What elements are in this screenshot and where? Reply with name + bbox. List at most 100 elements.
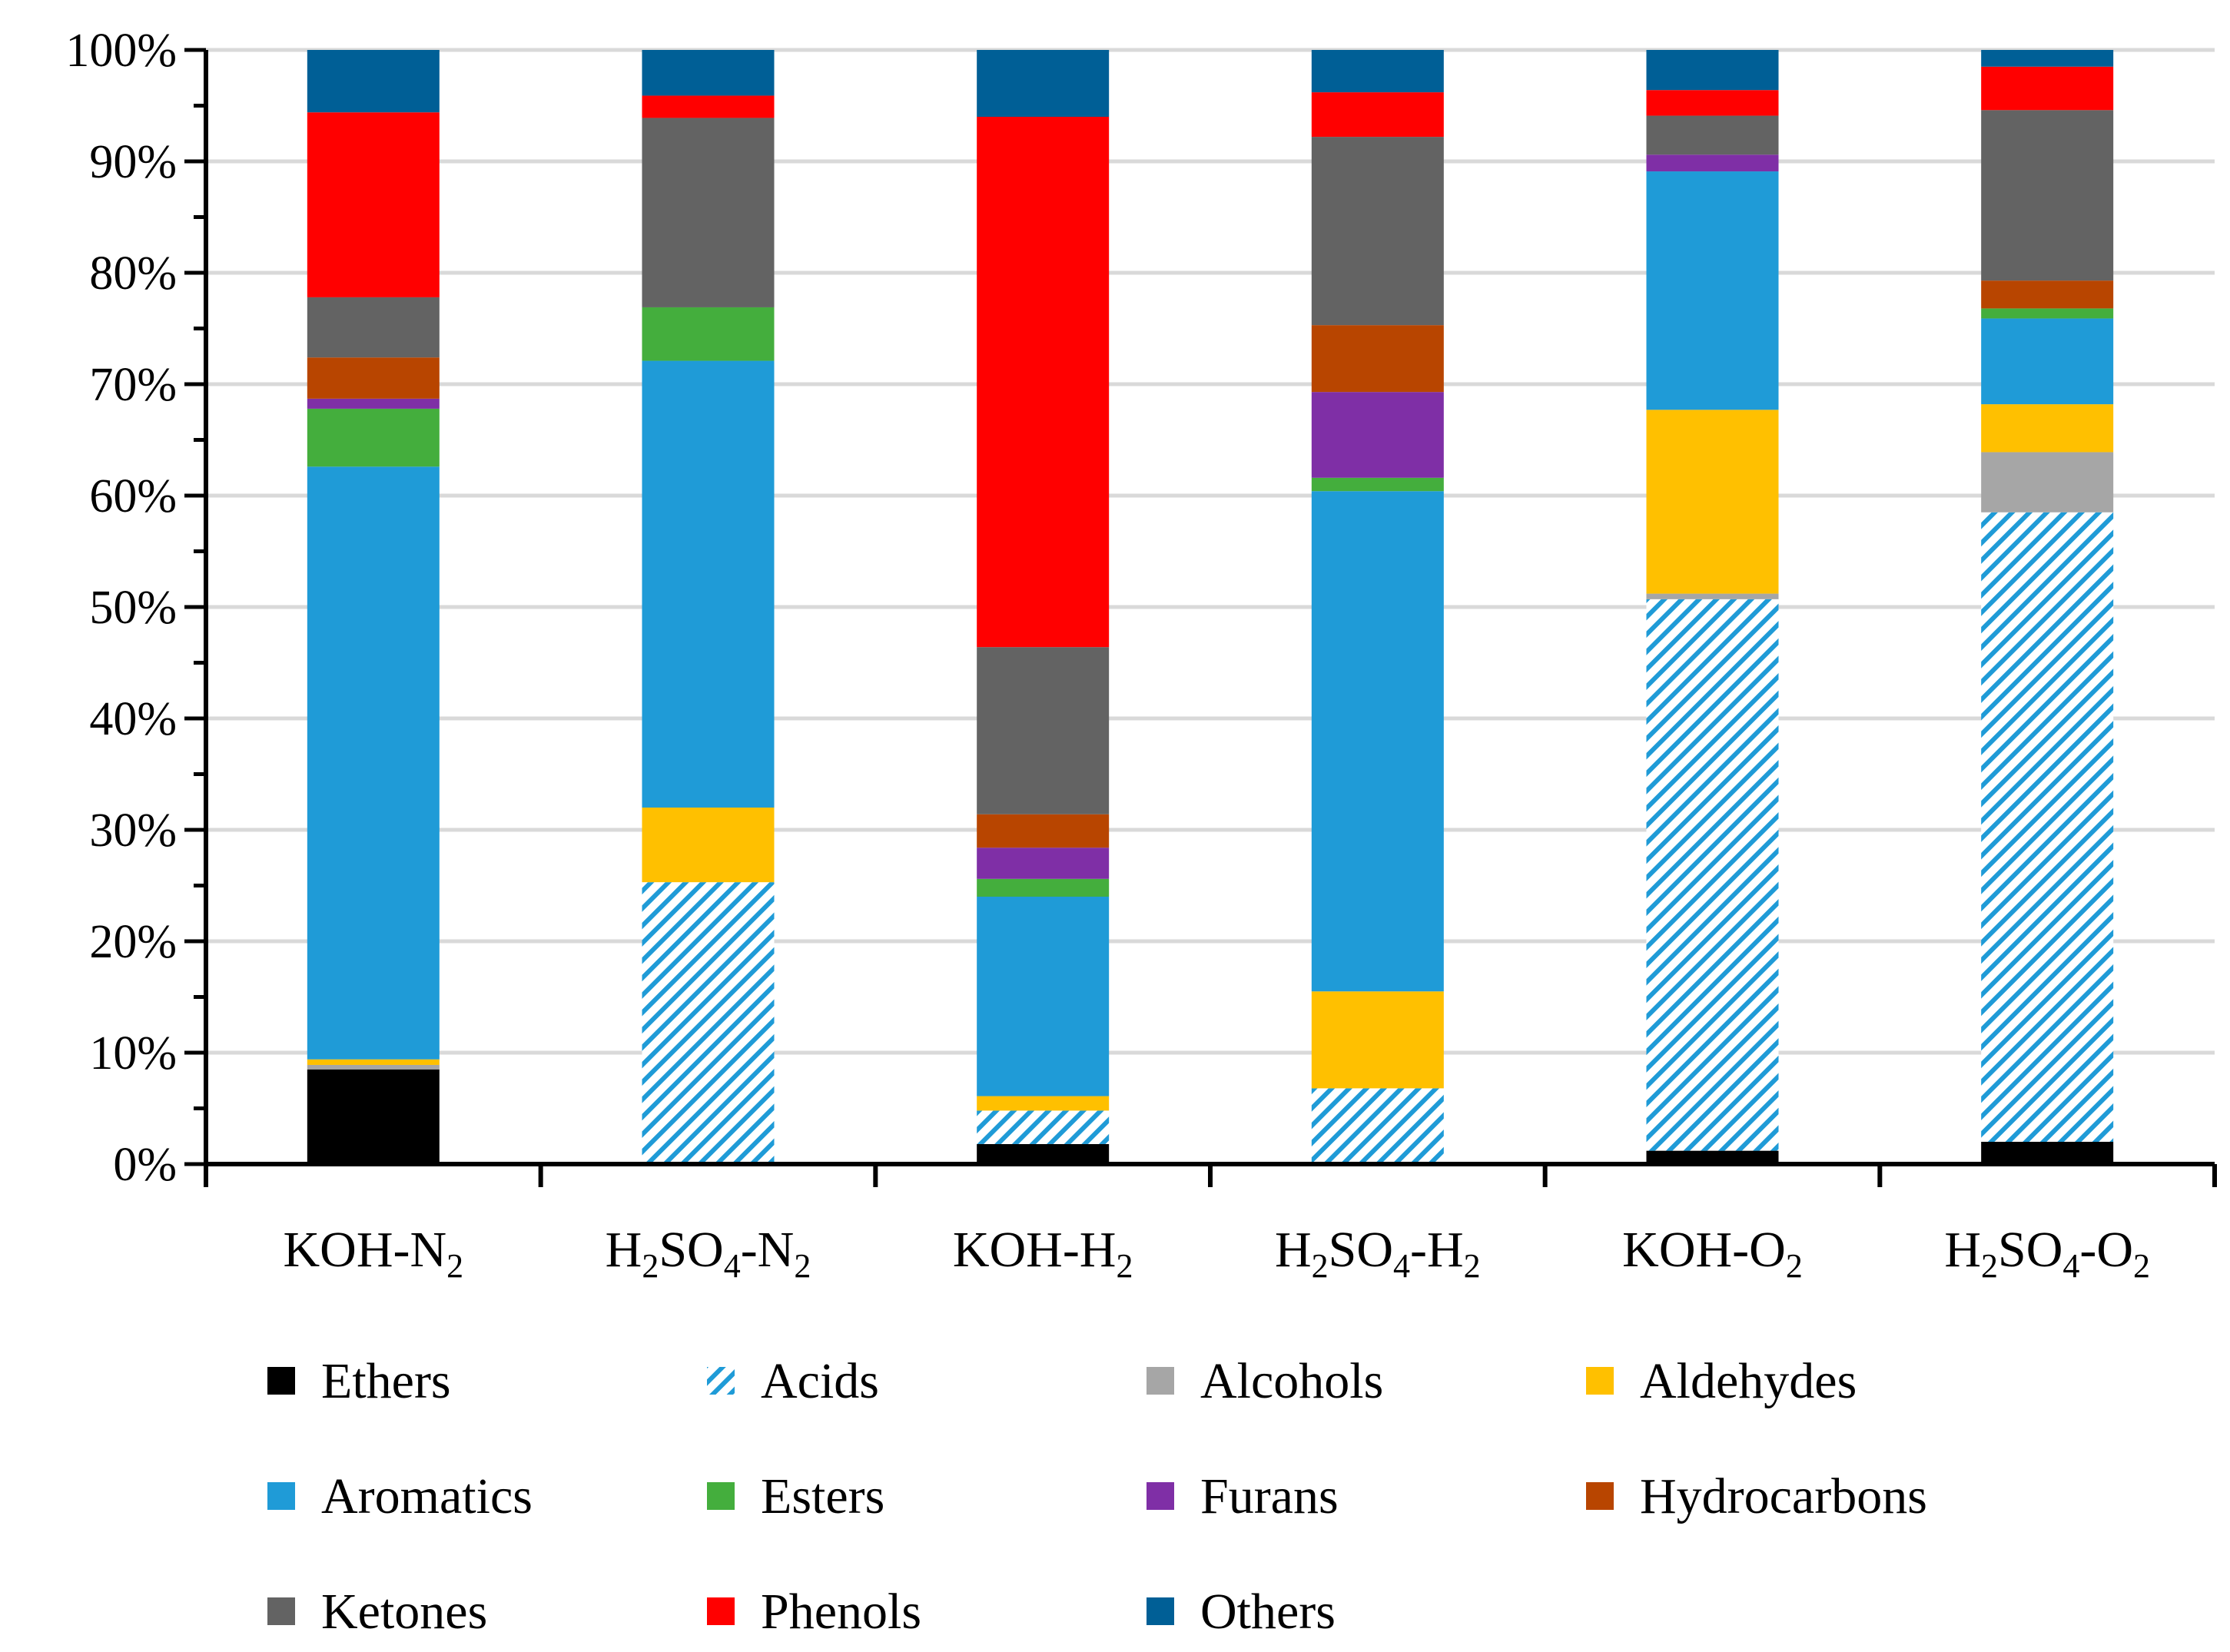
legend-item-hydrocarbons: Hydrocarbons <box>1586 1468 1927 1524</box>
bar-segment-aldehydes <box>1981 404 2114 453</box>
y-tick-label: 100% <box>65 25 177 77</box>
y-tick-label: 30% <box>89 804 177 857</box>
bar-stacks <box>307 50 2114 1164</box>
legend-item-acids: Acids <box>707 1353 879 1409</box>
bar-segment-aromatics <box>307 466 440 1060</box>
bar-segment-acids <box>1981 512 2114 1142</box>
x-tick-label: KOH-N2 <box>284 1222 464 1285</box>
bar-segment-alcohols <box>307 1064 440 1070</box>
x-tick-label: KOH-H2 <box>953 1222 1133 1285</box>
bar-segment-phenols <box>1981 66 2114 111</box>
bar-segment-others <box>1311 50 1444 93</box>
bar-segment-ketones <box>977 647 1110 814</box>
bar-segment-ketones <box>642 118 775 307</box>
legend-item-furans: Furans <box>1147 1468 1339 1524</box>
bar-segment-ketones <box>307 297 440 358</box>
legend-item-ethers: Ethers <box>267 1353 451 1409</box>
legend-label: Esters <box>761 1468 884 1524</box>
legend-label: Ethers <box>321 1353 451 1409</box>
bar-segment-aromatics <box>1311 491 1444 992</box>
bar-segment-ethers <box>977 1143 1110 1164</box>
bar-segment-acids <box>977 1110 1110 1144</box>
bar-stack <box>1981 50 2114 1164</box>
bar-segment-acids <box>642 882 775 1164</box>
bar-segment-aldehydes <box>642 808 775 883</box>
legend-swatch <box>1586 1482 1614 1510</box>
bar-segment-acids <box>1646 599 1779 1151</box>
bar-segment-furans <box>977 848 1110 879</box>
legend-swatch <box>707 1367 735 1395</box>
bar-segment-ketones <box>1311 137 1444 326</box>
y-tick-label: 40% <box>89 693 177 745</box>
y-tick-label: 0% <box>113 1139 177 1191</box>
bar-segment-hydrocarbons <box>977 814 1110 848</box>
bar-segment-phenols <box>1646 90 1779 116</box>
x-tick-label: H2SO4-H2 <box>1275 1222 1481 1285</box>
x-axis-tick-labels: KOH-N2 H2SO4-N2 KOH-H2 H2SO4-H2 KOH-O2 H2SO4-… <box>284 1222 2151 1285</box>
bar-segment-ketones <box>1646 115 1779 155</box>
legend-swatch <box>707 1482 735 1510</box>
bar-segment-furans <box>1646 154 1779 172</box>
bar-segment-esters <box>642 307 775 361</box>
bar-segment-esters <box>307 408 440 467</box>
legend-label: Aldehydes <box>1640 1353 1857 1409</box>
bar-stack <box>977 50 1110 1164</box>
bar-segment-aldehydes <box>1311 991 1444 1089</box>
legend-swatch <box>267 1482 295 1510</box>
bar-segment-others <box>1646 50 1779 91</box>
legend-item-ketones: Ketones <box>267 1584 487 1640</box>
bar-segment-furans <box>1311 392 1444 478</box>
y-tick-label: 20% <box>89 916 177 968</box>
bar-segment-hydrocarbons <box>307 357 440 399</box>
bar-segment-phenols <box>307 112 440 297</box>
bar-segment-others <box>307 50 440 113</box>
legend-label: Furans <box>1200 1468 1339 1524</box>
bar-stack <box>1311 50 1444 1164</box>
axes <box>184 48 2217 1187</box>
bar-segment-phenols <box>642 95 775 118</box>
y-tick-label: 70% <box>89 359 177 411</box>
legend-swatch <box>1147 1367 1174 1395</box>
bar-segment-phenols <box>1311 92 1444 138</box>
legend-swatch <box>267 1597 295 1625</box>
bar-segment-hydrocarbons <box>1311 325 1444 393</box>
bar-segment-esters <box>1311 477 1444 492</box>
bar-segment-aromatics <box>1981 318 2114 405</box>
y-tick-label: 60% <box>89 470 177 522</box>
legend-item-phenols: Phenols <box>707 1584 921 1640</box>
bar-stack <box>1646 50 1779 1164</box>
bar-stack <box>307 50 440 1164</box>
bar-segment-alcohols <box>1981 452 2114 513</box>
legend-label: Phenols <box>761 1584 921 1640</box>
bar-segment-aldehydes <box>977 1096 1110 1111</box>
bar-segment-ethers <box>1646 1150 1779 1164</box>
bar-segment-others <box>977 50 1110 117</box>
bar-segment-aldehydes <box>307 1059 440 1065</box>
gridlines <box>206 48 2215 1055</box>
bar-segment-aldehydes <box>1646 410 1779 594</box>
legend-item-aldehydes: Aldehydes <box>1586 1353 1857 1409</box>
bar-segment-furans <box>307 398 440 409</box>
y-tick-label: 80% <box>89 247 177 300</box>
legend-swatch <box>1147 1597 1174 1625</box>
legend-swatch <box>1586 1367 1614 1395</box>
y-tick-label: 10% <box>89 1027 177 1080</box>
bar-segment-alcohols <box>1646 593 1779 599</box>
legend: Ethers Acids Alcohols Aldehydes Aromatics Est… <box>267 1353 1927 1640</box>
legend-item-alcohols: Alcohols <box>1147 1353 1383 1409</box>
legend-item-aromatics: Aromatics <box>267 1468 533 1524</box>
x-tick-label: H2SO4-O2 <box>1944 1222 2150 1285</box>
bar-segment-others <box>1981 50 2114 67</box>
x-tick-label: H2SO4-N2 <box>606 1222 811 1285</box>
legend-label: Aromatics <box>321 1468 533 1524</box>
legend-label: Alcohols <box>1200 1353 1383 1409</box>
bar-segment-ketones <box>1981 110 2114 281</box>
bar-segment-ethers <box>1981 1142 2114 1164</box>
bar-segment-acids <box>1311 1088 1444 1164</box>
y-axis-tick-labels: 0% 10% 20% 30% 40% 50% 60% 70% 80% 90% 100% <box>65 25 177 1191</box>
legend-item-others: Others <box>1147 1584 1336 1640</box>
bar-segment-hydrocarbons <box>1981 280 2114 309</box>
bar-segment-aromatics <box>642 360 775 808</box>
bar-segment-aromatics <box>1646 171 1779 410</box>
